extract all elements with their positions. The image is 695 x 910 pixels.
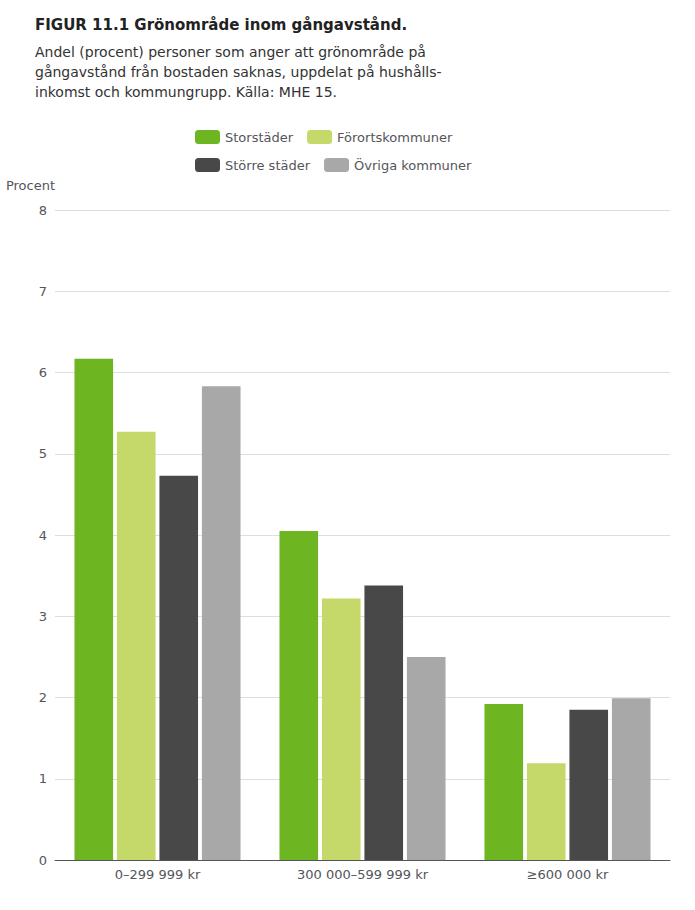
svg-text:7: 7: [39, 284, 47, 299]
svg-text:0–299 999 kr: 0–299 999 kr: [115, 867, 201, 882]
svg-text:8: 8: [39, 203, 47, 218]
svg-text:FIGUR 11.1 Grönområde inom gån: FIGUR 11.1 Grönområde inom gångavstånd.: [35, 16, 407, 34]
svg-text:inkomst och kommungrupp. Källa: inkomst och kommungrupp. Källa: MHE 15.: [35, 84, 337, 100]
svg-text:2: 2: [39, 690, 47, 705]
svg-text:Procent: Procent: [6, 178, 55, 193]
svg-text:Storstäder: Storstäder: [225, 130, 294, 145]
svg-text:Större städer: Större städer: [225, 158, 311, 173]
svg-text:300 000–599 999 kr: 300 000–599 999 kr: [297, 867, 429, 882]
svg-text:6: 6: [39, 365, 47, 380]
svg-text:4: 4: [39, 528, 47, 543]
svg-text:3: 3: [39, 609, 47, 624]
svg-text:gångavstånd från bostaden sakn: gångavstånd från bostaden saknas, uppdel…: [35, 64, 442, 80]
svg-text:5: 5: [39, 446, 47, 461]
svg-text:1: 1: [39, 771, 47, 786]
svg-text:0: 0: [39, 853, 47, 868]
svg-text:Övriga kommuner: Övriga kommuner: [354, 157, 472, 173]
svg-text:Förortskommuner: Förortskommuner: [337, 130, 453, 145]
svg-text:Andel (procent) personer som a: Andel (procent) personer som anger att g…: [35, 44, 426, 60]
svg-text:≥600 000 kr: ≥600 000 kr: [527, 867, 609, 882]
